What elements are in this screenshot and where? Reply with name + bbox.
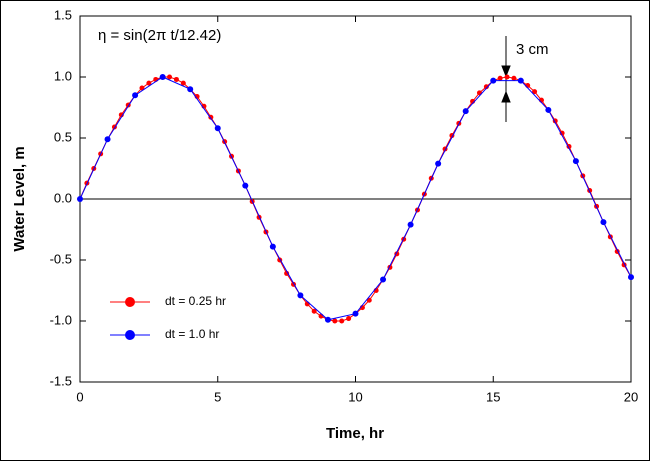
data-point [559,130,565,136]
data-point [380,276,387,283]
data-point [146,80,152,86]
y-tick-label: 1.5 [54,7,72,22]
data-point [311,308,317,314]
data-point [77,196,83,202]
data-point [242,182,249,189]
data-point [600,219,607,226]
data-point [332,318,338,324]
x-tick-label: 15 [486,389,500,404]
data-point [346,316,352,322]
data-point [532,89,538,95]
y-tick-label: -1.0 [50,312,72,327]
dimension-label: 3 cm [516,41,549,58]
y-tick-label: -0.5 [50,251,72,266]
data-point [435,160,442,167]
data-point [284,270,290,276]
y-axis-title: Water Level, m [11,146,28,251]
x-axis-title: Time, hr [326,425,384,442]
data-point [187,86,194,93]
x-tick-label: 20 [624,389,638,404]
data-point [180,80,186,86]
x-tick-label: 5 [214,389,221,404]
data-point [366,297,372,303]
data-point [511,75,517,81]
data-point [497,75,503,81]
data-point [339,318,345,324]
y-tick-label: 1.0 [54,68,72,83]
data-point [104,136,111,143]
data-point [490,77,497,84]
y-tick-label: 0.5 [54,129,72,144]
legend-label: dt = 1.0 hr [165,327,219,341]
data-point [318,313,324,319]
data-point [297,292,304,299]
data-point [324,316,331,323]
legend-marker [125,297,135,307]
data-point [132,92,139,99]
data-point [269,243,276,250]
data-point [159,74,166,80]
data-point [545,106,552,113]
data-point [139,85,145,91]
data-point [483,84,489,90]
data-point [214,125,221,132]
y-tick-label: 0.0 [54,190,72,205]
data-point [167,74,173,80]
y-tick-label: -1.5 [50,373,72,388]
x-tick-label: 0 [76,389,83,404]
data-point [504,74,510,80]
equation-label: η = sin(2π t/12.42) [98,27,221,44]
data-point [173,76,179,82]
data-point [304,301,310,307]
legend-label: dt = 0.25 hr [165,294,226,308]
x-tick-label: 10 [348,389,362,404]
data-point [462,108,469,115]
data-point [352,310,359,317]
data-point [407,221,414,228]
legend-marker [125,330,135,340]
data-point [628,274,634,281]
data-point [517,77,524,84]
data-point [572,158,579,165]
